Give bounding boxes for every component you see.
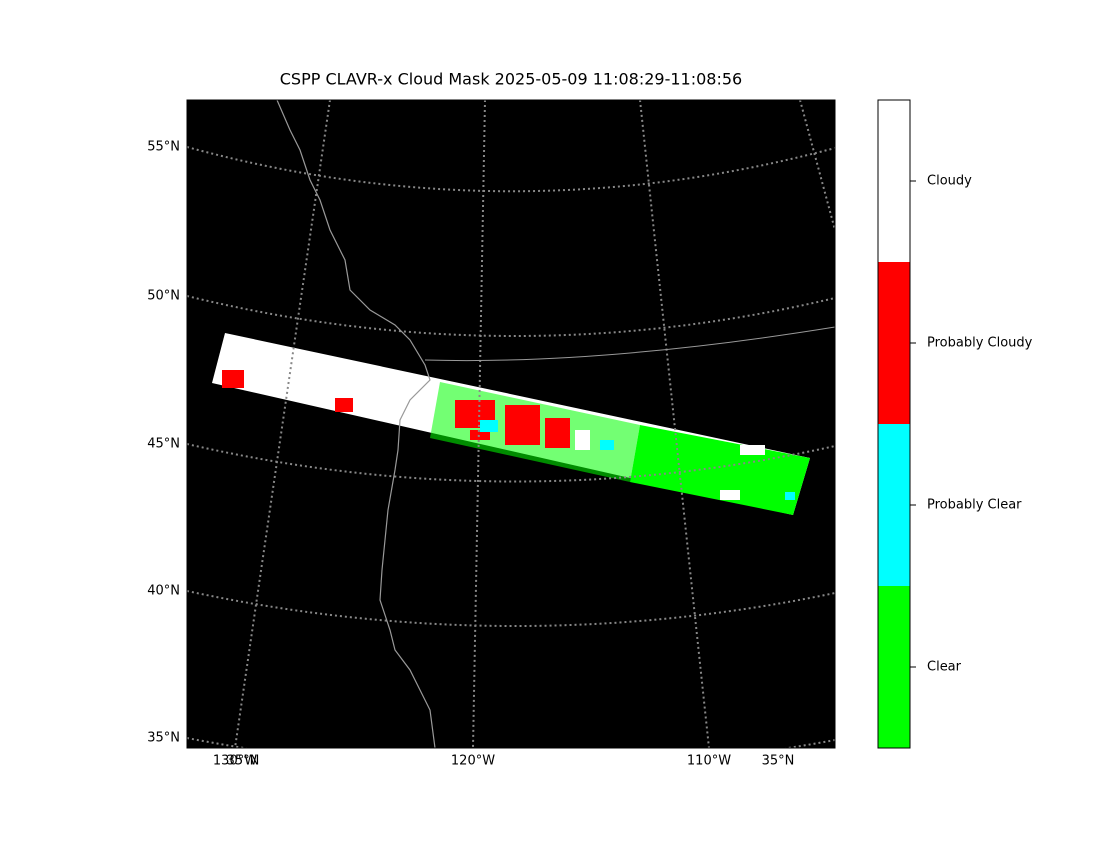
bottom-labels: 130°W 35°N 120°W 110°W 35°N: [213, 754, 794, 769]
graticule: [187, 146, 835, 193]
clear-area: [630, 425, 810, 515]
lat-label: 35°N: [227, 754, 260, 769]
map-frame: [186, 99, 836, 749]
colorbar-frame: [877, 99, 911, 749]
lon-label: 110°W: [687, 754, 731, 769]
graticule: [187, 443, 835, 483]
graticule: [639, 100, 710, 748]
graticule: [187, 295, 835, 337]
colorbar-segment: [878, 100, 910, 262]
colorbar-segment: [878, 424, 910, 586]
colorbar-label: Probably Cloudy: [927, 336, 1033, 351]
colorbar-label: Cloudy: [927, 174, 972, 189]
lat-label: 45°N: [147, 437, 180, 452]
coastline: [276, 100, 436, 748]
lat-label: 35°N: [762, 754, 795, 769]
lat-label: 40°N: [147, 584, 180, 599]
latitude-labels: 55°N 50°N 45°N 40°N 35°N: [147, 140, 180, 746]
cloud-patches: [575, 430, 765, 500]
colorbar-label: Clear: [927, 660, 962, 675]
graticule: [234, 100, 331, 748]
map: [187, 100, 835, 748]
lat-label: 55°N: [147, 140, 180, 155]
colorbar-segment: [878, 586, 910, 748]
probably-clear-patches: [480, 420, 795, 500]
colorbar-label: Probably Clear: [927, 498, 1022, 513]
colorbar-segment: [878, 262, 910, 424]
lat-label: 50°N: [147, 289, 180, 304]
lat-label: 35°N: [147, 731, 180, 746]
graticule: [187, 590, 835, 627]
lon-label: 130°W: [213, 754, 257, 769]
title: CSPP CLAVR-x Cloud Mask 2025-05-09 11:08…: [280, 70, 742, 89]
graticule: [472, 100, 486, 748]
colorbar: Clear Probably Clear Probably Cloudy Cloudy: [877, 99, 1033, 749]
cloudy-patches: [222, 370, 570, 448]
lon-label: 120°W: [451, 754, 495, 769]
border: [424, 326, 835, 362]
